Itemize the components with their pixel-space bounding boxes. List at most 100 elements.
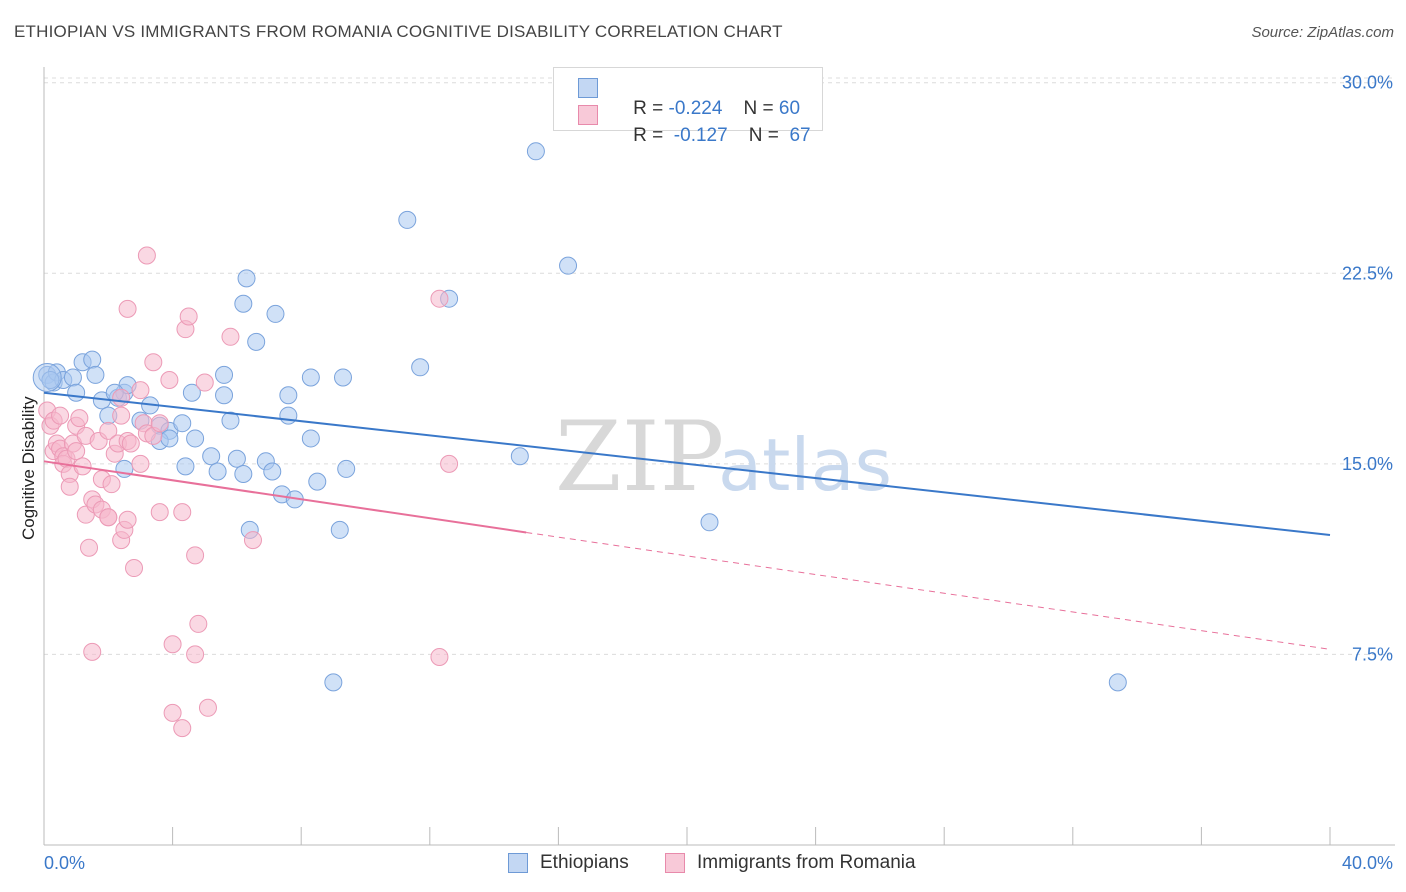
trend-romania-extension (526, 531, 1331, 650)
legend-row-ethiopians: R = -0.224 N = 60 (578, 76, 801, 142)
point-romania (173, 719, 192, 738)
legend-swatch-ethiopians (578, 78, 598, 98)
watermark-zip: ZIP (555, 401, 724, 513)
point-romania (430, 289, 449, 308)
point-ethiopians (86, 365, 105, 384)
point-ethiopians (337, 459, 356, 478)
point-ethiopians (63, 368, 82, 387)
point-ethiopians (234, 465, 253, 484)
point-ethiopians (182, 383, 201, 402)
trend-ethiopians (43, 391, 1331, 536)
n-value-romania: 67 (789, 125, 811, 146)
point-ethiopians (215, 386, 234, 405)
point-romania (67, 442, 86, 461)
point-ethiopians (215, 365, 234, 384)
trend-lines (43, 391, 1331, 650)
point-romania (144, 353, 163, 372)
point-romania (173, 503, 192, 522)
point-ethiopians (324, 673, 343, 692)
point-ethiopians (176, 457, 195, 476)
point-romania (131, 454, 150, 473)
point-ethiopians (221, 411, 240, 430)
point-romania (160, 371, 179, 389)
watermark-atlas: atlas (718, 423, 892, 507)
point-romania (102, 475, 121, 494)
point-ethiopians (1108, 673, 1127, 692)
legend-swatch-romania (665, 853, 685, 873)
legend-swatch-romania (578, 105, 598, 125)
point-ethiopians (202, 447, 221, 466)
y-axis-label: Cognitive Disability (19, 396, 38, 540)
y-tick-label: 15.0% (1342, 454, 1393, 474)
point-ethiopians (279, 406, 298, 425)
point-ethiopians (333, 368, 352, 387)
legend-row-romania: R = -0.127 N = 67 (578, 103, 811, 169)
point-ethiopians (308, 472, 327, 491)
point-romania (112, 388, 131, 407)
point-ethiopians (526, 142, 545, 161)
point-ethiopians (510, 447, 529, 466)
point-romania (198, 698, 217, 717)
trend-romania (43, 460, 527, 534)
legend-label-romania: Immigrants from Romania (697, 852, 916, 873)
source-label: Source: ZipAtlas.com (1251, 24, 1394, 41)
y-tick-label: 22.5% (1342, 263, 1393, 283)
point-romania (83, 642, 102, 661)
point-romania (99, 508, 118, 527)
point-ethiopians (173, 414, 192, 433)
point-ethiopians (67, 383, 86, 402)
n-value-ethiopians: 60 (778, 98, 801, 119)
point-romania (195, 373, 214, 392)
point-romania (70, 409, 89, 428)
legend-swatch-ethiopians (508, 853, 528, 873)
point-ethiopians (279, 386, 298, 405)
point-romania (80, 538, 99, 557)
point-ethiopians (266, 304, 285, 323)
x-tick-label: 0.0% (44, 853, 85, 873)
legend-item-romania[interactable]: Immigrants from Romania (665, 852, 916, 874)
chart-title: ETHIOPIAN VS IMMIGRANTS FROM ROMANIA COG… (14, 22, 783, 41)
point-romania (243, 531, 262, 550)
point-romania (186, 645, 205, 664)
point-romania (118, 510, 137, 529)
point-romania (150, 503, 169, 522)
y-tick-label: 30.0% (1342, 73, 1393, 93)
point-ethiopians (559, 256, 578, 275)
point-ethiopians (83, 350, 102, 369)
point-ethiopians (234, 294, 253, 313)
point-romania (125, 559, 144, 578)
point-romania (131, 381, 150, 400)
point-ethiopians (208, 462, 227, 481)
point-ethiopians (247, 332, 266, 351)
y-tick-label: 7.5% (1352, 644, 1393, 664)
point-ethiopians (237, 269, 256, 288)
point-romania (440, 454, 459, 473)
legend-item-ethiopians[interactable]: Ethiopians (508, 852, 629, 874)
point-romania (163, 703, 182, 722)
point-romania (189, 614, 208, 633)
point-romania (163, 635, 182, 654)
legend-label-ethiopians: Ethiopians (540, 852, 629, 873)
point-romania (60, 477, 79, 496)
point-ethiopians (411, 358, 430, 377)
point-ethiopians (160, 429, 179, 448)
point-ethiopians (398, 210, 417, 229)
point-romania (121, 434, 140, 453)
r-value-ethiopians: -0.224 (668, 98, 723, 119)
point-ethiopians (330, 520, 349, 539)
point-ethiopians (32, 362, 62, 392)
point-ethiopians (301, 368, 320, 387)
point-ethiopians (301, 429, 320, 448)
point-romania (179, 307, 198, 326)
point-ethiopians (227, 449, 246, 468)
x-tick-label: 40.0% (1342, 853, 1393, 873)
point-ethiopians (263, 462, 282, 481)
point-ethiopians (186, 429, 205, 448)
tick-labels: 7.5% 15.0% 22.5% 30.0% 0.0% 40.0% (44, 73, 1393, 873)
data-points (32, 142, 1127, 738)
point-romania (150, 414, 169, 433)
axes (43, 67, 1395, 846)
r-value-romania: -0.127 (673, 125, 728, 146)
stats-legend: R = -0.224 N = 60 R = -0.127 N = 67 (553, 67, 823, 146)
